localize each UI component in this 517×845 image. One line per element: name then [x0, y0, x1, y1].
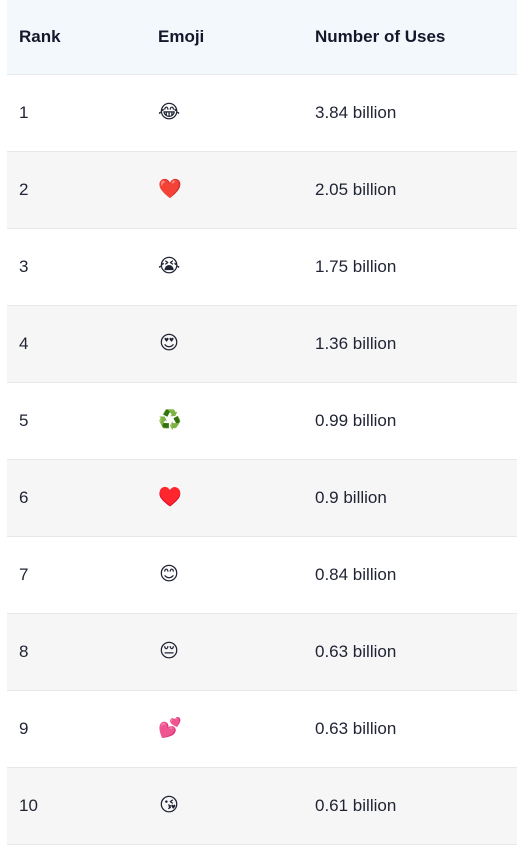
rank-cell: 10	[19, 796, 38, 815]
rank-cell: 6	[19, 488, 29, 507]
emoji-cell: 😔	[158, 642, 315, 662]
emoji-cell: ♻️	[158, 411, 315, 431]
table-row: 1 😂 3.84 billion	[7, 75, 517, 152]
table-row: 7 😊 0.84 billion	[7, 537, 517, 614]
two-hearts-icon: 💕	[158, 718, 182, 739]
uses-cell: 0.63 billion	[315, 719, 397, 738]
pensive-face-icon: 😔	[159, 641, 179, 662]
table-row: 5 ♻️ 0.99 billion	[7, 383, 517, 460]
emoji-cell: 😂	[158, 103, 315, 123]
recycling-symbol-icon: ♻️	[158, 410, 182, 431]
uses-cell: 0.84 billion	[315, 565, 397, 584]
uses-cell: 0.61 billion	[315, 796, 397, 815]
rank-cell: 8	[19, 642, 29, 661]
table-row: 9 💕 0.63 billion	[7, 691, 517, 768]
table-row: 4 😍 1.36 billion	[7, 306, 517, 383]
emoji-ranking-table: Rank Emoji Number of Uses 1 😂 3.84 billion…	[7, 0, 517, 845]
heart-eyes-face-icon: 😍	[159, 333, 179, 354]
rank-cell: 2	[19, 180, 29, 199]
uses-cell: 0.99 billion	[315, 411, 397, 430]
emoji-cell: 😍	[158, 334, 315, 354]
uses-cell: 2.05 billion	[315, 180, 397, 199]
face-with-tears-of-joy-icon: 😂	[158, 102, 181, 123]
table-row: 10 😘 0.61 billion	[7, 768, 517, 845]
emoji-cell: 😊	[158, 565, 315, 585]
uses-cell: 1.36 billion	[315, 334, 397, 353]
uses-cell: 1.75 billion	[315, 257, 397, 276]
uses-cell: 0.63 billion	[315, 642, 397, 661]
heart-suit-icon: ♥️	[158, 487, 182, 508]
emoji-cell: 😭	[158, 257, 315, 277]
loudly-crying-face-icon: 😭	[158, 256, 181, 277]
emoji-column-header: Emoji	[158, 27, 205, 46]
face-blowing-kiss-icon: 😘	[159, 795, 179, 816]
emoji-cell: ❤️	[158, 180, 315, 200]
table-row: 3 😭 1.75 billion	[7, 229, 517, 306]
uses-cell: 0.9 billion	[315, 488, 387, 507]
smiling-face-icon: 😊	[159, 564, 179, 585]
emoji-cell: 😘	[158, 796, 315, 816]
uses-cell: 3.84 billion	[315, 103, 397, 122]
table-row: 8 😔 0.63 billion	[7, 614, 517, 691]
rank-cell: 4	[19, 334, 29, 353]
rank-cell: 3	[19, 257, 29, 276]
emoji-cell: ♥️	[158, 488, 315, 508]
rank-cell: 9	[19, 719, 29, 738]
emoji-cell: 💕	[158, 719, 315, 739]
table-header-row: Rank Emoji Number of Uses	[7, 0, 517, 75]
table-row: 6 ♥️ 0.9 billion	[7, 460, 517, 537]
rank-column-header: Rank	[19, 27, 61, 46]
table-row: 2 ❤️ 2.05 billion	[7, 152, 517, 229]
rank-cell: 1	[19, 103, 29, 122]
rank-cell: 7	[19, 565, 29, 584]
rank-cell: 5	[19, 411, 29, 430]
red-heart-icon: ❤️	[158, 179, 182, 200]
uses-column-header: Number of Uses	[315, 27, 446, 46]
